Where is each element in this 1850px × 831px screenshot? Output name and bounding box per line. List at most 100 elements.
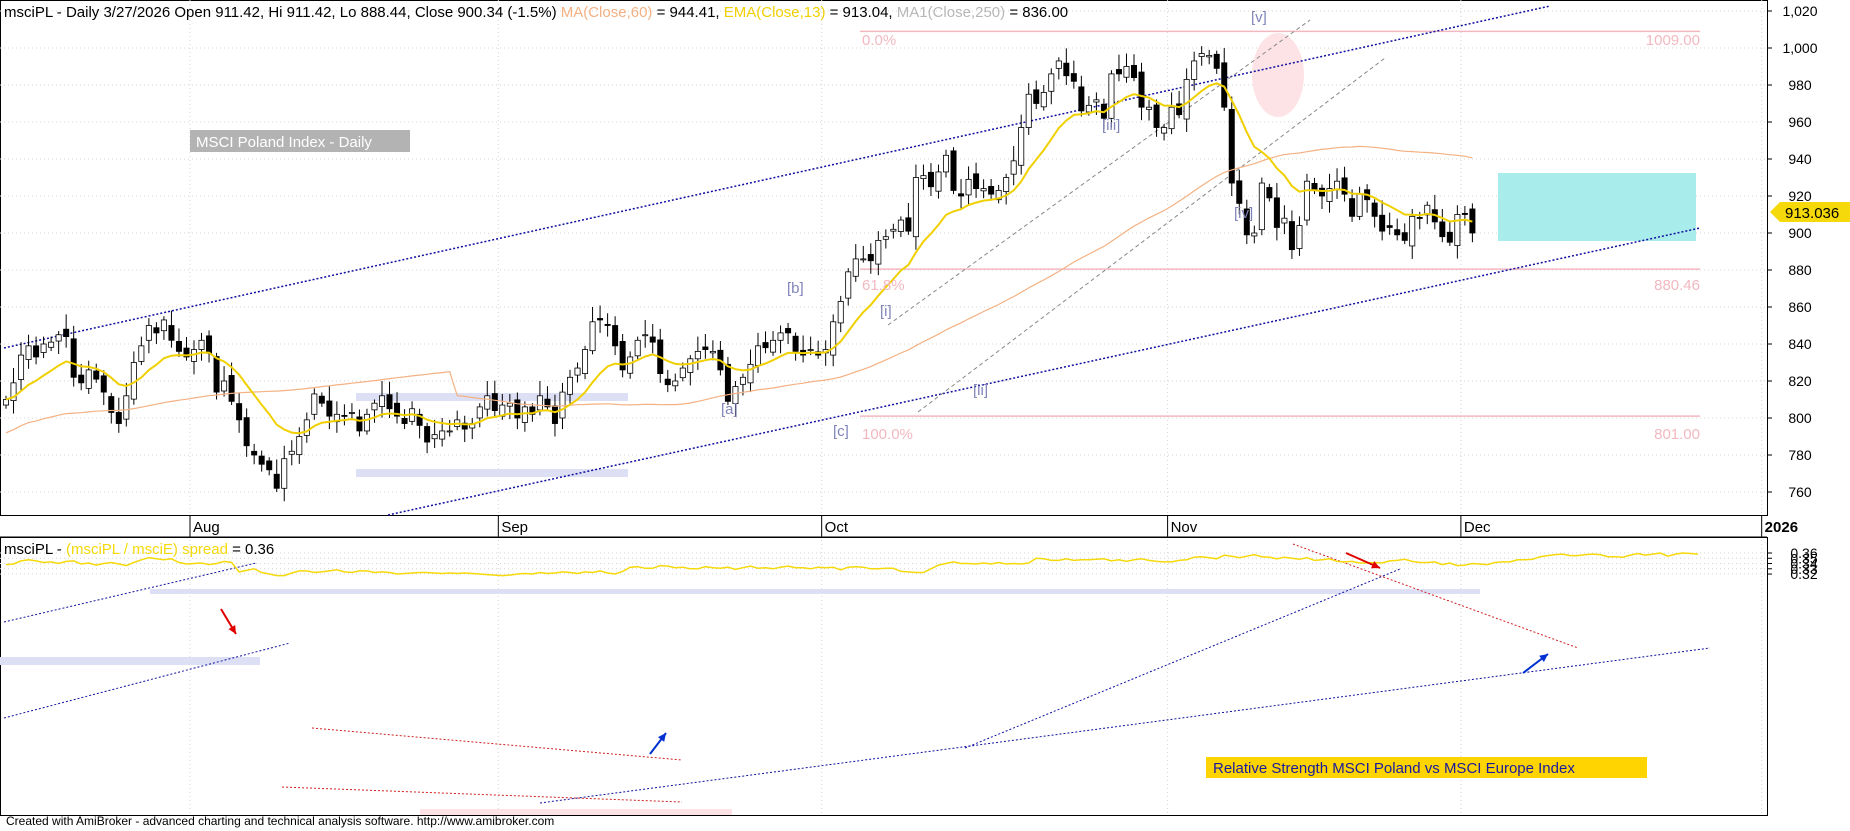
candle-up <box>484 395 491 410</box>
candle-up <box>363 413 370 432</box>
candle-down <box>1341 177 1348 195</box>
candle-up <box>281 458 288 489</box>
wave-label-iv: [iv] <box>1234 205 1253 222</box>
fib-level-100: 100.0% <box>862 426 913 443</box>
candle-up <box>296 436 303 456</box>
price-ytick-label: 920 <box>1788 188 1812 204</box>
footer-credit: Created with AmiBroker - advanced charti… <box>6 814 555 828</box>
fib-level-0: 0.0% <box>862 32 896 49</box>
price-ytick-label: 780 <box>1788 447 1812 463</box>
spread-trend-1 <box>3 562 257 623</box>
candle-up <box>1183 79 1190 120</box>
candle-down <box>1243 208 1250 236</box>
candle-up <box>1048 73 1055 92</box>
candle-up <box>160 319 167 332</box>
price-ytick-label: 880 <box>1788 262 1812 278</box>
ema13-label: EMA(Close,13) <box>724 4 826 21</box>
candle-up <box>1281 217 1288 224</box>
candle-up <box>48 341 55 348</box>
candle-up <box>55 334 62 342</box>
spread-line <box>5 552 1699 577</box>
wave-label-a: [a] <box>721 401 738 418</box>
spread-ytick-label: 0.36 <box>1790 545 1817 561</box>
fib-value-100: 801.00 <box>1654 426 1700 443</box>
spread-trend-3 <box>539 647 1711 804</box>
candle-down <box>867 254 874 262</box>
month-tick-label: Aug <box>193 519 220 536</box>
candle-up <box>145 325 152 341</box>
candle-up <box>890 228 897 232</box>
candle-up <box>1191 60 1198 80</box>
spread-label: (msciPL / msciE) spread <box>66 541 228 558</box>
fib-value-618: 880.46 <box>1654 277 1700 294</box>
candle-up <box>1356 193 1363 217</box>
candle-down <box>1273 197 1280 228</box>
candle-up <box>1251 232 1258 237</box>
candle-up <box>1409 215 1416 247</box>
month-tick-label: Oct <box>825 519 849 536</box>
candle-down <box>326 400 333 417</box>
candle-down <box>551 405 558 424</box>
candle-down <box>958 193 965 197</box>
candle-down <box>1228 109 1235 184</box>
price-ytick-label: 840 <box>1788 336 1812 352</box>
candle-up <box>830 321 837 356</box>
candle-up <box>679 367 686 379</box>
candle-down <box>792 335 799 352</box>
candle-down <box>183 347 190 358</box>
candle-up <box>1040 92 1047 108</box>
fib-level-618: 61.8% <box>862 277 905 294</box>
candle-up <box>589 321 596 352</box>
candle-up <box>642 334 649 337</box>
consolidation-box <box>1498 173 1696 241</box>
candle-down <box>724 363 731 402</box>
candle-up <box>198 339 205 350</box>
price-ytick-label: 820 <box>1788 373 1812 389</box>
consolidation-band-bottom <box>356 469 628 477</box>
candle-up <box>1108 73 1115 119</box>
ma250-value: = 836.00 <box>1005 4 1068 21</box>
candle-up <box>506 402 513 407</box>
spread-red-trend-1 <box>311 727 683 761</box>
candle-down <box>664 378 671 386</box>
spread-band-bottom <box>420 809 732 815</box>
candle-down <box>213 356 220 393</box>
candle-down <box>905 217 912 232</box>
wave-label-ii: [ii] <box>973 382 988 399</box>
candle-up <box>965 178 972 196</box>
price-title-symbol: msciPL <box>4 4 53 21</box>
candle-down <box>416 413 423 426</box>
candle-up <box>912 177 919 238</box>
candle-down <box>236 403 243 421</box>
candle-down <box>988 185 995 195</box>
candle-up <box>521 406 528 423</box>
candle-up <box>860 258 867 261</box>
candle-down <box>597 318 604 321</box>
candle-down <box>1461 212 1468 215</box>
blue-arrow-2-head <box>1539 654 1548 663</box>
candle-up <box>1055 60 1062 69</box>
candle-up <box>755 345 762 366</box>
top-highlight <box>1252 33 1304 117</box>
spread-ytick-label: 0.33 <box>1790 561 1817 577</box>
candle-down <box>1379 214 1386 232</box>
spread-band-left <box>0 657 260 665</box>
candle-up <box>627 356 634 374</box>
candle-up <box>935 171 942 192</box>
fib-value-0: 1009.00 <box>1646 32 1700 49</box>
candle-up <box>25 345 32 360</box>
candle-down <box>251 450 258 456</box>
candle-down <box>1236 180 1243 204</box>
candle-up <box>574 367 581 376</box>
candle-down <box>168 325 175 341</box>
candle-down <box>544 398 551 408</box>
candle-up <box>559 391 566 419</box>
candle-down <box>1078 86 1085 112</box>
candle-down <box>1349 198 1356 217</box>
candle-up <box>311 393 318 415</box>
candle-up <box>348 412 355 414</box>
candle-up <box>1025 93 1032 128</box>
candle-up <box>687 358 694 373</box>
candle-down <box>394 402 401 417</box>
candle-down <box>341 415 348 417</box>
